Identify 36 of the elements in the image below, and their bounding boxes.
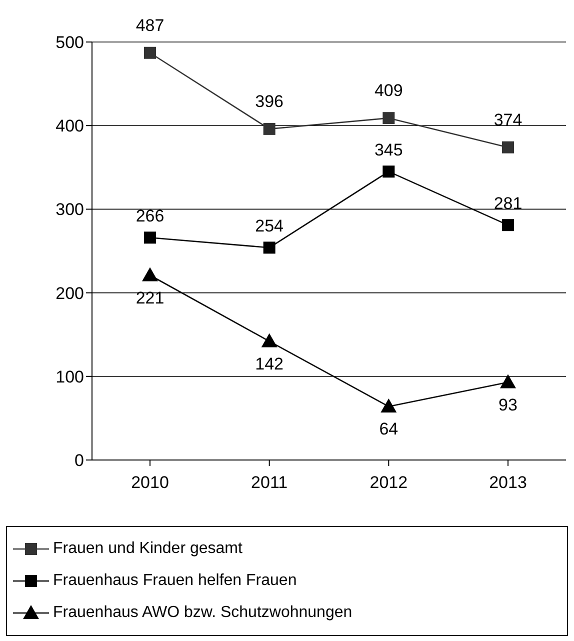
y-tick-label: 100 (56, 367, 84, 386)
point (382, 112, 395, 124)
data-label: 374 (494, 110, 522, 130)
data-label: 281 (494, 194, 522, 214)
point (382, 166, 395, 178)
data-label: 266 (136, 206, 164, 226)
data-label: 93 (498, 395, 518, 414)
data-label: 487 (136, 16, 164, 35)
data-label: 254 (255, 216, 284, 236)
point (261, 333, 278, 348)
point (380, 398, 397, 412)
x-tick-label: 2010 (131, 473, 169, 492)
data-label: 396 (255, 92, 284, 111)
point (502, 219, 514, 232)
point (144, 232, 156, 244)
x-tick-label: 2013 (489, 473, 527, 492)
data-label: 64 (379, 420, 398, 439)
y-tick-label: 0 (74, 451, 84, 470)
point (263, 122, 276, 135)
y-tick-label: 300 (56, 200, 84, 220)
y-tick-label: 500 (56, 33, 84, 52)
point (142, 267, 158, 282)
point (144, 46, 156, 59)
y-tick-label: 400 (56, 116, 84, 136)
data-label: 409 (374, 81, 403, 100)
data-label: 142 (255, 354, 284, 374)
x-tick-label: 2012 (370, 473, 408, 492)
x-tick-label: 2011 (251, 473, 288, 492)
y-tick-label: 200 (56, 284, 84, 303)
point (500, 374, 516, 388)
legend-label: Frauenhaus Frauen helfen Frauen (53, 572, 297, 590)
data-label: 345 (374, 140, 403, 160)
legend-label: Frauenhaus AWO bzw. Schutzwohnungen (53, 604, 352, 622)
legend-label: Frauen und Kinder gesamt (53, 540, 242, 558)
point (502, 141, 514, 154)
point (263, 242, 276, 254)
